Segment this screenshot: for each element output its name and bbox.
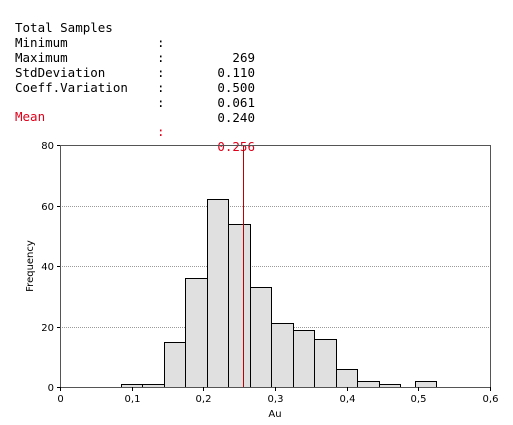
histogram-bar: [357, 381, 380, 388]
stat-maximum: Maximum : 0.500: [15, 35, 255, 95]
stat-label: Mean: [15, 109, 46, 124]
histogram-bar: [185, 278, 208, 388]
y-tick-label: 40: [41, 262, 54, 273]
histogram-bar: [207, 199, 229, 388]
x-axis: 0 0,1 0,2 0,3 0,4 0,5 0,6: [57, 387, 498, 405]
stat-value: 0.240: [217, 110, 255, 125]
histogram-bar: [250, 287, 272, 388]
x-tick-label: 0,6: [483, 394, 499, 405]
histogram-bar: [415, 381, 437, 388]
x-tick-label: 0,1: [125, 394, 141, 405]
x-tick-label: 0,3: [268, 394, 284, 405]
grid-lines: [60, 206, 490, 328]
stat-label: Minimum: [15, 35, 68, 50]
histogram-bar: [336, 369, 358, 388]
histogram-bar: [228, 224, 251, 388]
x-tick-label: 0,5: [411, 394, 427, 405]
stat-minimum: Minimum : 0.110: [15, 20, 255, 80]
y-tick-label: 20: [41, 323, 54, 334]
stat-label: Maximum: [15, 50, 68, 65]
x-tick-label: 0,2: [196, 394, 212, 405]
stat-value: 269: [232, 50, 255, 65]
y-axis: 0 20 40 60 80: [41, 141, 60, 394]
stat-separator: :: [157, 50, 165, 65]
histogram-bar: [314, 339, 337, 388]
histogram-bars: [121, 199, 437, 388]
stat-mean: Mean : 0.256: [15, 94, 255, 154]
stat-value: 0.500: [217, 80, 255, 95]
stat-label: Coeff.Variation: [15, 80, 128, 95]
stat-value: 0.061: [217, 95, 255, 110]
stat-label: Total Samples: [15, 20, 113, 35]
histogram-bar: [271, 323, 294, 388]
stat-std-deviation: StdDeviation : 0.061: [15, 50, 255, 110]
x-axis-title: Au: [268, 409, 281, 420]
stat-separator: :: [157, 65, 165, 80]
statistics-summary: Total Samples : 269 Minimum : 0.110 Maxi…: [15, 5, 255, 154]
y-tick-label: 60: [41, 202, 54, 213]
y-tick-label: 80: [41, 141, 54, 152]
histogram-bar: [293, 330, 315, 388]
y-axis-title: Frequency: [25, 240, 36, 292]
x-tick-label: 0: [57, 394, 63, 405]
stat-coeff-variation: Coeff.Variation : 0.240: [15, 65, 255, 125]
stat-value: 0.256: [217, 139, 255, 154]
stat-separator: :: [157, 35, 165, 50]
stat-value: 0.110: [217, 65, 255, 80]
stat-separator: :: [157, 124, 165, 139]
histogram-bar: [164, 342, 186, 388]
stat-separator: :: [157, 80, 165, 95]
stat-separator: :: [157, 95, 165, 110]
stat-label: StdDeviation: [15, 65, 106, 80]
stat-total-samples: Total Samples : 269: [15, 5, 255, 65]
y-tick-label: 0: [48, 383, 54, 394]
x-tick-label: 0,4: [340, 394, 356, 405]
